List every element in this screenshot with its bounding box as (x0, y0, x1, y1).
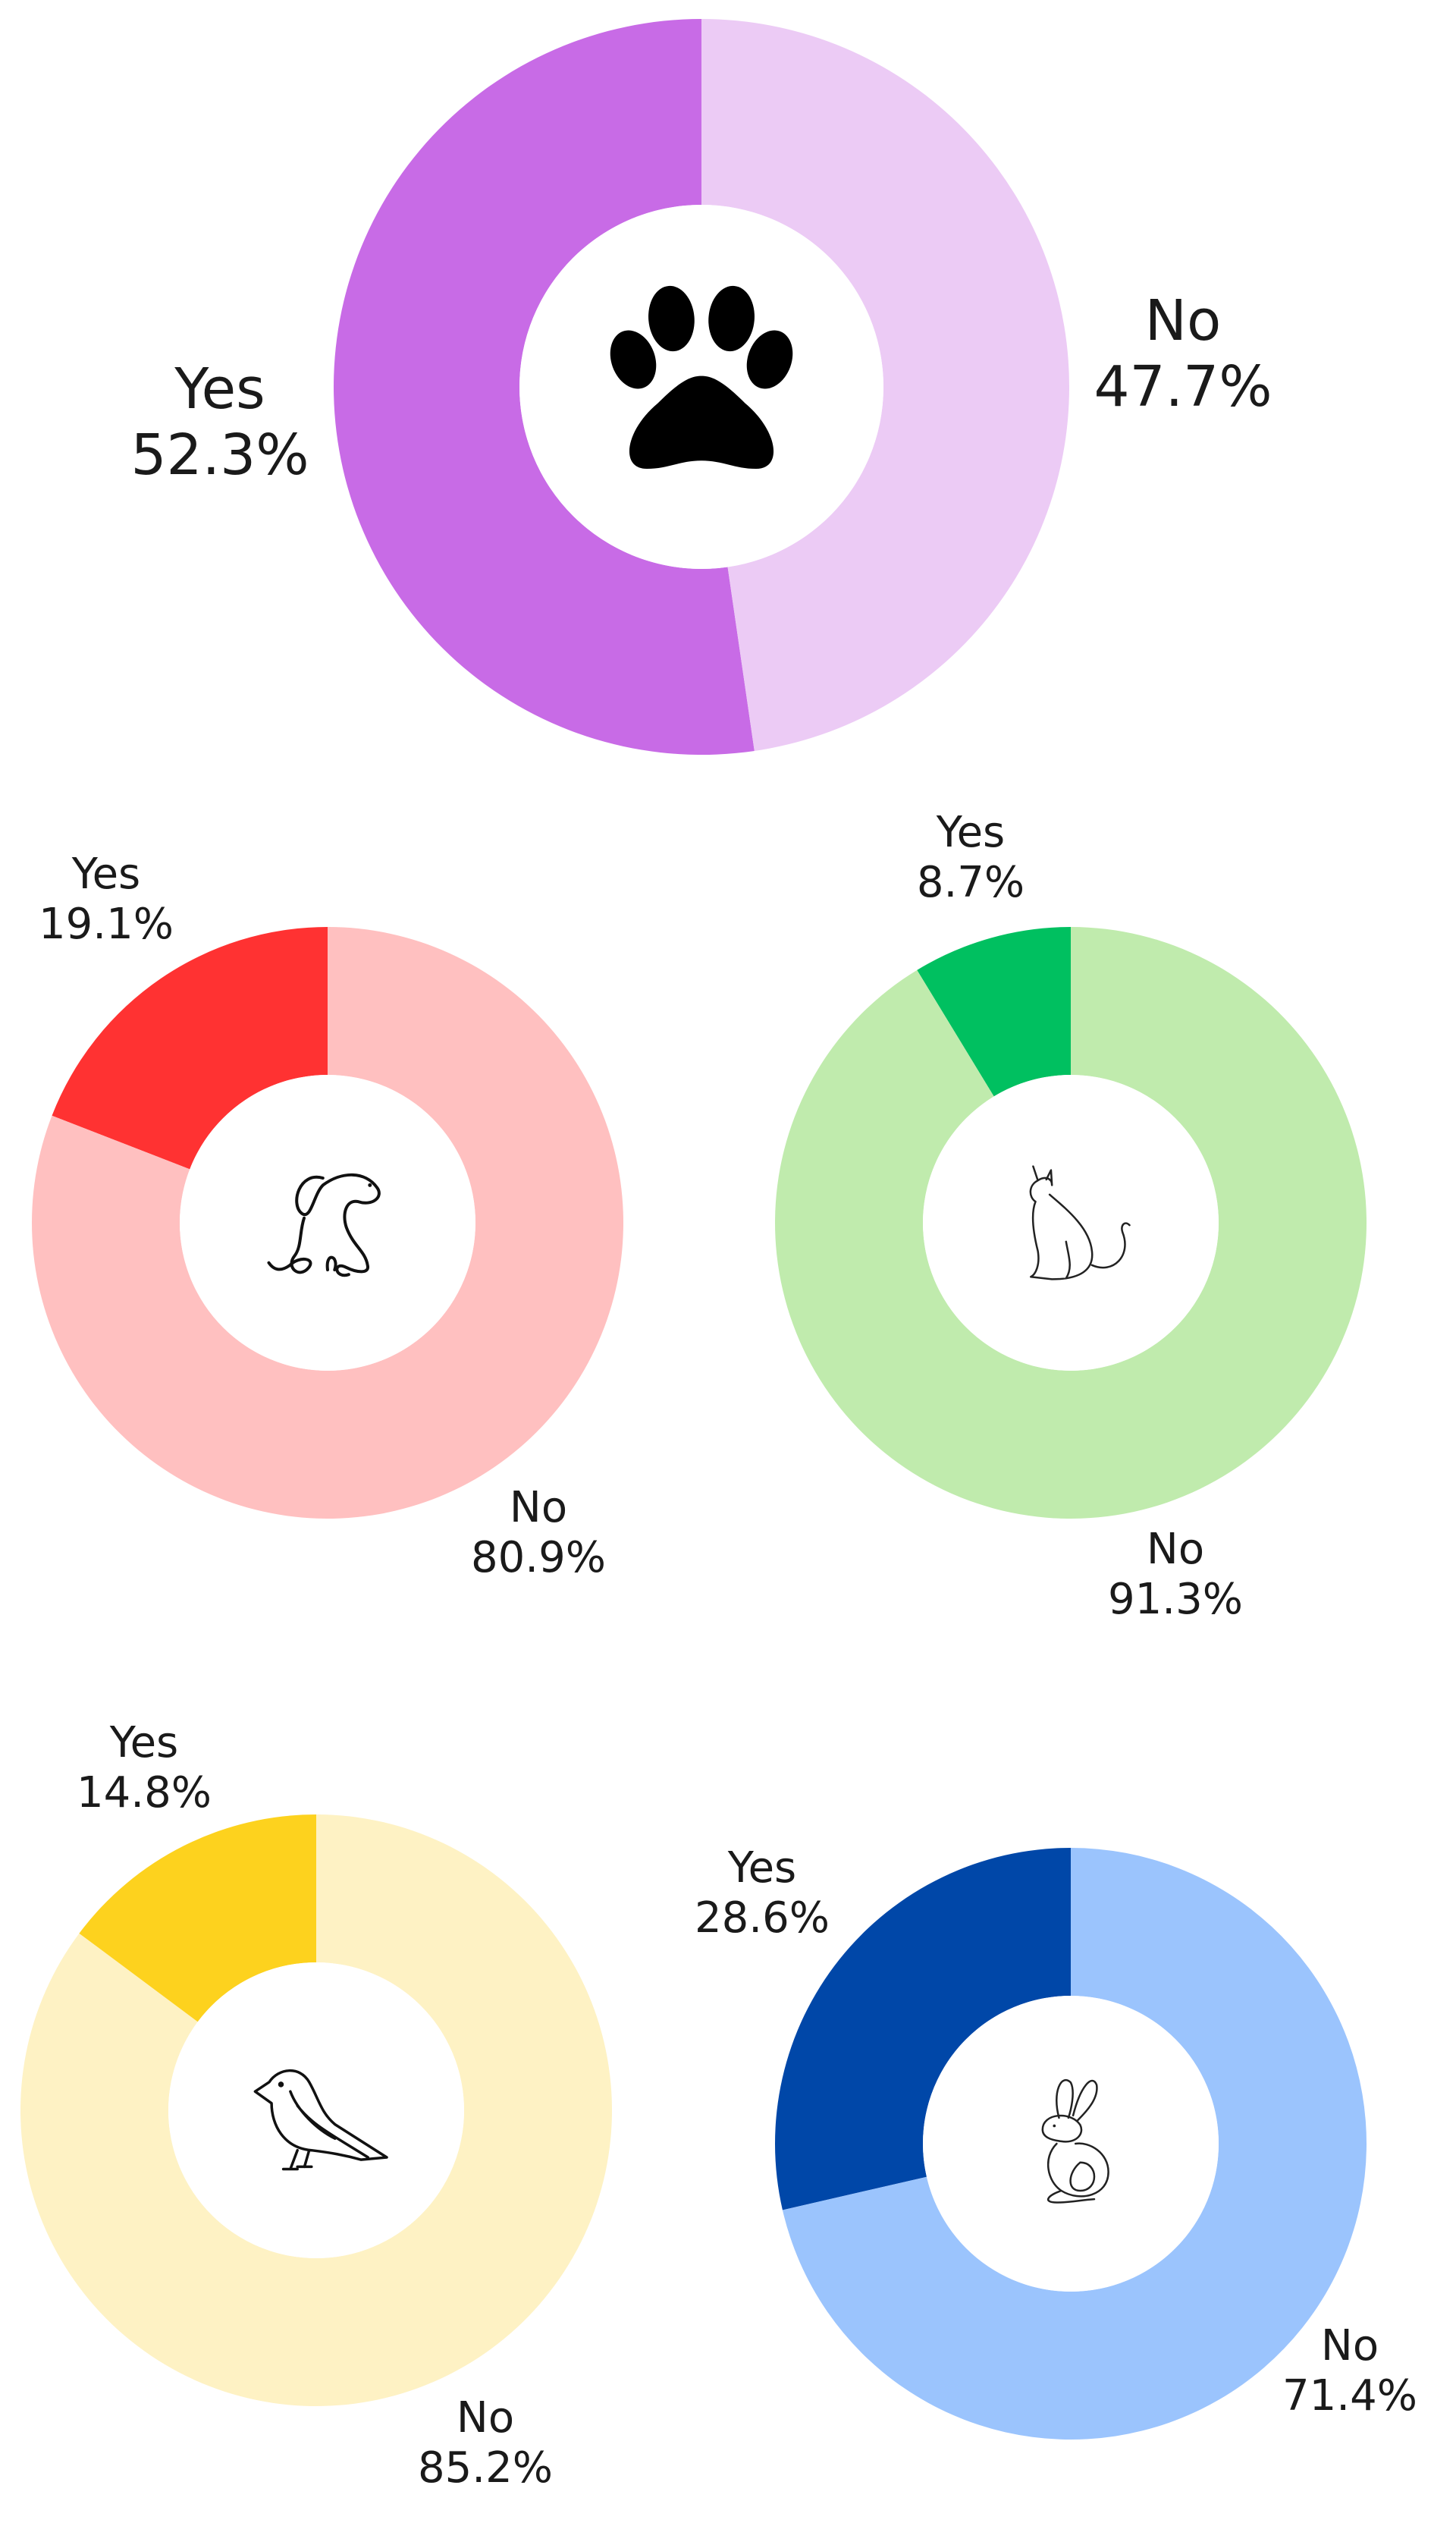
donut-chart-2 (775, 927, 1367, 1519)
chart-4-no-category: No (1320, 2321, 1379, 2370)
chart-3-slice-no (20, 1814, 613, 2406)
chart-1-no-label: No 80.9% (447, 1483, 629, 1583)
chart-2-no-category: No (1146, 1525, 1205, 1574)
chart-4-no-label: No 71.4% (1259, 2321, 1441, 2421)
chart-0-slice-no (701, 19, 1069, 751)
chart-4-no-value: 71.4% (1282, 2371, 1417, 2421)
chart-4-yes-category: Yes (727, 1843, 797, 1893)
chart-0-no-label: No 47.7% (1077, 288, 1289, 421)
chart-1-slice-yes (52, 927, 328, 1170)
chart-3-no-label: No 85.2% (394, 2393, 576, 2493)
paw-icon (610, 285, 793, 469)
chart-2-slice-yes (917, 927, 1071, 1097)
chart-1-center-hole (180, 1075, 475, 1371)
chart-0-no-category: No (1144, 288, 1222, 353)
chart-0-no-value: 47.7% (1094, 354, 1272, 420)
chart-2-yes-category: Yes (936, 808, 1006, 857)
chart-4-slice-no (782, 1848, 1367, 2440)
chart-1-no-category: No (509, 1483, 568, 1532)
chart-3-no-value: 85.2% (418, 2443, 553, 2493)
chart-3-yes-value: 14.8% (77, 1768, 212, 1818)
donut-chart-4 (775, 1848, 1367, 2440)
chart-1-yes-label: Yes 19.1% (15, 850, 197, 950)
cat-icon (1029, 1165, 1131, 1280)
chart-4-slice-yes (775, 1848, 1071, 2210)
donut-chart-3 (20, 1814, 613, 2406)
chart-4-yes-label: Yes 28.6% (671, 1843, 853, 1943)
chart-1-slice-no (31, 927, 623, 1519)
donut-chart-0 (334, 19, 1069, 755)
chart-2-yes-value: 8.7% (916, 858, 1025, 908)
chart-2-no-label: No 91.3% (1084, 1525, 1266, 1625)
chart-2-yes-label: Yes 8.7% (880, 808, 1062, 908)
chart-2-center-hole (923, 1075, 1219, 1371)
donut-chart-1 (31, 927, 623, 1519)
chart-2-slice-no (775, 927, 1367, 1519)
chart-3-center-hole (168, 1962, 464, 2258)
chart-4-center-hole (923, 1996, 1219, 2292)
rabbit-icon (1041, 2079, 1109, 2204)
dog-icon (267, 1173, 381, 1277)
chart-2-no-value: 91.3% (1108, 1575, 1243, 1625)
chart-3-yes-label: Yes 14.8% (53, 1718, 235, 1818)
chart-0-yes-label: Yes 52.3% (114, 357, 326, 489)
bird-icon (253, 2069, 388, 2171)
chart-3-yes-category: Yes (109, 1718, 179, 1767)
chart-1-no-value: 80.9% (471, 1533, 606, 1583)
chart-3-no-category: No (456, 2393, 515, 2443)
chart-1-yes-category: Yes (71, 850, 141, 899)
chart-0-slice-yes (334, 19, 755, 755)
chart-0-yes-value: 52.3% (130, 423, 309, 489)
chart-1-yes-value: 19.1% (39, 900, 174, 950)
chart-3-slice-yes (79, 1814, 316, 2022)
chart-4-yes-value: 28.6% (695, 1893, 830, 1943)
chart-0-yes-category: Yes (174, 357, 265, 422)
